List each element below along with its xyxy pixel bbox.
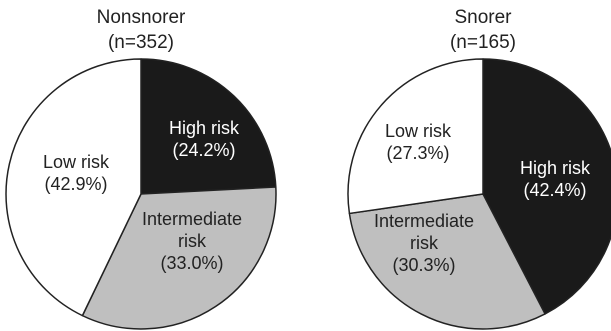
chart-subtitle: (n=165) xyxy=(450,32,516,53)
pie-slice-low-risk xyxy=(347,58,484,215)
slice-name: Low risk xyxy=(43,152,110,172)
slice-percent: (42.4%) xyxy=(523,180,586,200)
slice-label-intermediate-risk: Intermediate risk (30.3%) xyxy=(374,211,474,275)
pie-chart-nonsnorer: Nonsnorer (n=352) High risk (24.2%) Interm… xyxy=(5,7,277,330)
slice-percent: (42.9%) xyxy=(44,174,107,194)
slices xyxy=(347,58,611,330)
chart-subtitle: (n=352) xyxy=(108,32,174,53)
slice-percent: (30.3%) xyxy=(392,255,455,275)
slice-name: risk xyxy=(410,233,439,253)
slice-name: High risk xyxy=(169,118,240,138)
slice-label-low-risk: Low risk (42.9%) xyxy=(43,152,110,194)
pie-slice-high-risk xyxy=(482,58,611,315)
pie-slice-high-risk xyxy=(140,58,277,195)
slice-label-intermediate-risk: Intermediate risk (33.0%) xyxy=(142,209,242,273)
slice-percent: (27.3%) xyxy=(386,143,449,163)
slice-label-high-risk: High risk (24.2%) xyxy=(169,118,240,160)
slice-name: High risk xyxy=(520,158,591,178)
slice-labels: High risk (24.2%) Intermediate risk (33.0%) L… xyxy=(43,118,242,273)
slice-name: Low risk xyxy=(385,121,452,141)
pie-chart-snorer: Snorer (n=165) High risk (42.4%) Intermedi… xyxy=(347,7,611,330)
slice-labels: High risk (42.4%) Intermediate risk (30.3%) L… xyxy=(374,121,591,275)
slice-name: Intermediate xyxy=(374,211,474,231)
slice-percent: (24.2%) xyxy=(172,140,235,160)
slice-name: Intermediate xyxy=(142,209,242,229)
slice-label-high-risk: High risk (42.4%) xyxy=(520,158,591,200)
slice-name: risk xyxy=(178,231,207,251)
chart-title: Snorer xyxy=(454,7,512,28)
pie-slice-intermediate-risk xyxy=(348,193,546,330)
chart-title: Nonsnorer xyxy=(97,7,186,28)
pie-slice-intermediate-risk xyxy=(81,186,277,330)
slice-label-low-risk: Low risk (27.3%) xyxy=(385,121,452,163)
slice-percent: (33.0%) xyxy=(160,253,223,273)
slices xyxy=(5,58,277,330)
pie-slice-low-risk xyxy=(5,58,142,317)
